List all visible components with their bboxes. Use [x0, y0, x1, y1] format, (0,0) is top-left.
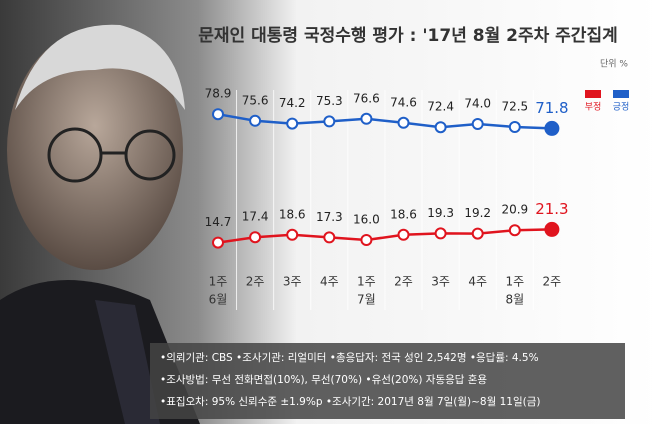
point: [508, 121, 521, 133]
point: [286, 228, 299, 241]
point: [397, 228, 410, 241]
x-tick-label: 4주: [468, 275, 487, 289]
x-tick-label: 2주: [394, 275, 413, 289]
note: •표집오차: 95% 신뢰수준 ±1.9%p •조사기간: 2017년 8월 7…: [160, 395, 541, 408]
point: [397, 116, 410, 129]
series-line: [217, 228, 552, 244]
x-tick-label: 2주: [246, 275, 265, 289]
value-label: 18.6: [390, 207, 417, 221]
x-tick-label: 4주: [320, 275, 339, 289]
point: [249, 231, 262, 244]
value-label: 19.2: [464, 206, 491, 220]
point: [249, 114, 262, 127]
x-tick-label: 1주: [357, 275, 376, 289]
value-label: 74.6: [390, 95, 417, 109]
point: [471, 227, 484, 240]
series-line: [217, 112, 552, 130]
note: •의뢰기관: CBS •조사기관: 리얼미터 •총응답자: 전국 성인 2,54…: [160, 352, 539, 364]
point: [544, 221, 560, 237]
legend-swatch: [613, 90, 629, 98]
value-label: 74.0: [464, 97, 491, 111]
value-label: 78.9: [205, 87, 232, 101]
value-label: 72.4: [427, 100, 454, 114]
value-label: 21.3: [535, 200, 568, 218]
value-label: 75.6: [242, 93, 269, 107]
month-label: 7월: [357, 293, 376, 307]
value-label: 72.5: [501, 100, 528, 114]
x-tick-label: 3주: [431, 275, 450, 289]
point: [360, 112, 373, 125]
x-tick-label: 3주: [283, 275, 302, 289]
legend-swatch: [585, 90, 601, 98]
point: [360, 234, 373, 246]
point: [212, 108, 224, 121]
value-label: 71.8: [535, 99, 568, 117]
unit-label: 단위 %: [600, 59, 628, 70]
value-label: 17.3: [316, 210, 343, 224]
month-label: 6월: [209, 293, 228, 307]
x-tick-label: 1주: [209, 275, 228, 289]
x-tick-label: 1주: [505, 275, 524, 289]
value-label: 76.6: [353, 91, 380, 105]
point: [434, 121, 447, 134]
value-label: 14.7: [205, 215, 232, 229]
point: [212, 236, 224, 249]
point: [434, 227, 447, 240]
point: [544, 120, 560, 136]
x-tick-label: 2주: [543, 275, 562, 289]
note: •조사방법: 무선 전화면접(10%), 무선(70%) •유선(20%) 자동…: [160, 373, 487, 386]
point: [323, 231, 336, 244]
value-label: 20.9: [501, 203, 528, 217]
point: [286, 117, 299, 130]
month-label: 8월: [505, 293, 524, 307]
value-label: 19.3: [427, 206, 454, 220]
point: [471, 118, 484, 130]
point: [323, 115, 336, 128]
value-label: 17.4: [242, 210, 269, 224]
point: [508, 224, 521, 237]
value-label: 18.6: [279, 207, 306, 221]
chart-title: 문재인 대통령 국정수행 평가 : '17년 8월 2주차 주간집계: [198, 25, 617, 46]
legend-label: 부정: [585, 102, 602, 113]
value-label: 75.3: [316, 94, 343, 108]
legend-label: 긍정: [613, 102, 630, 113]
notes-box: [150, 343, 625, 419]
value-label: 74.2: [279, 96, 306, 110]
value-label: 16.0: [353, 213, 380, 227]
